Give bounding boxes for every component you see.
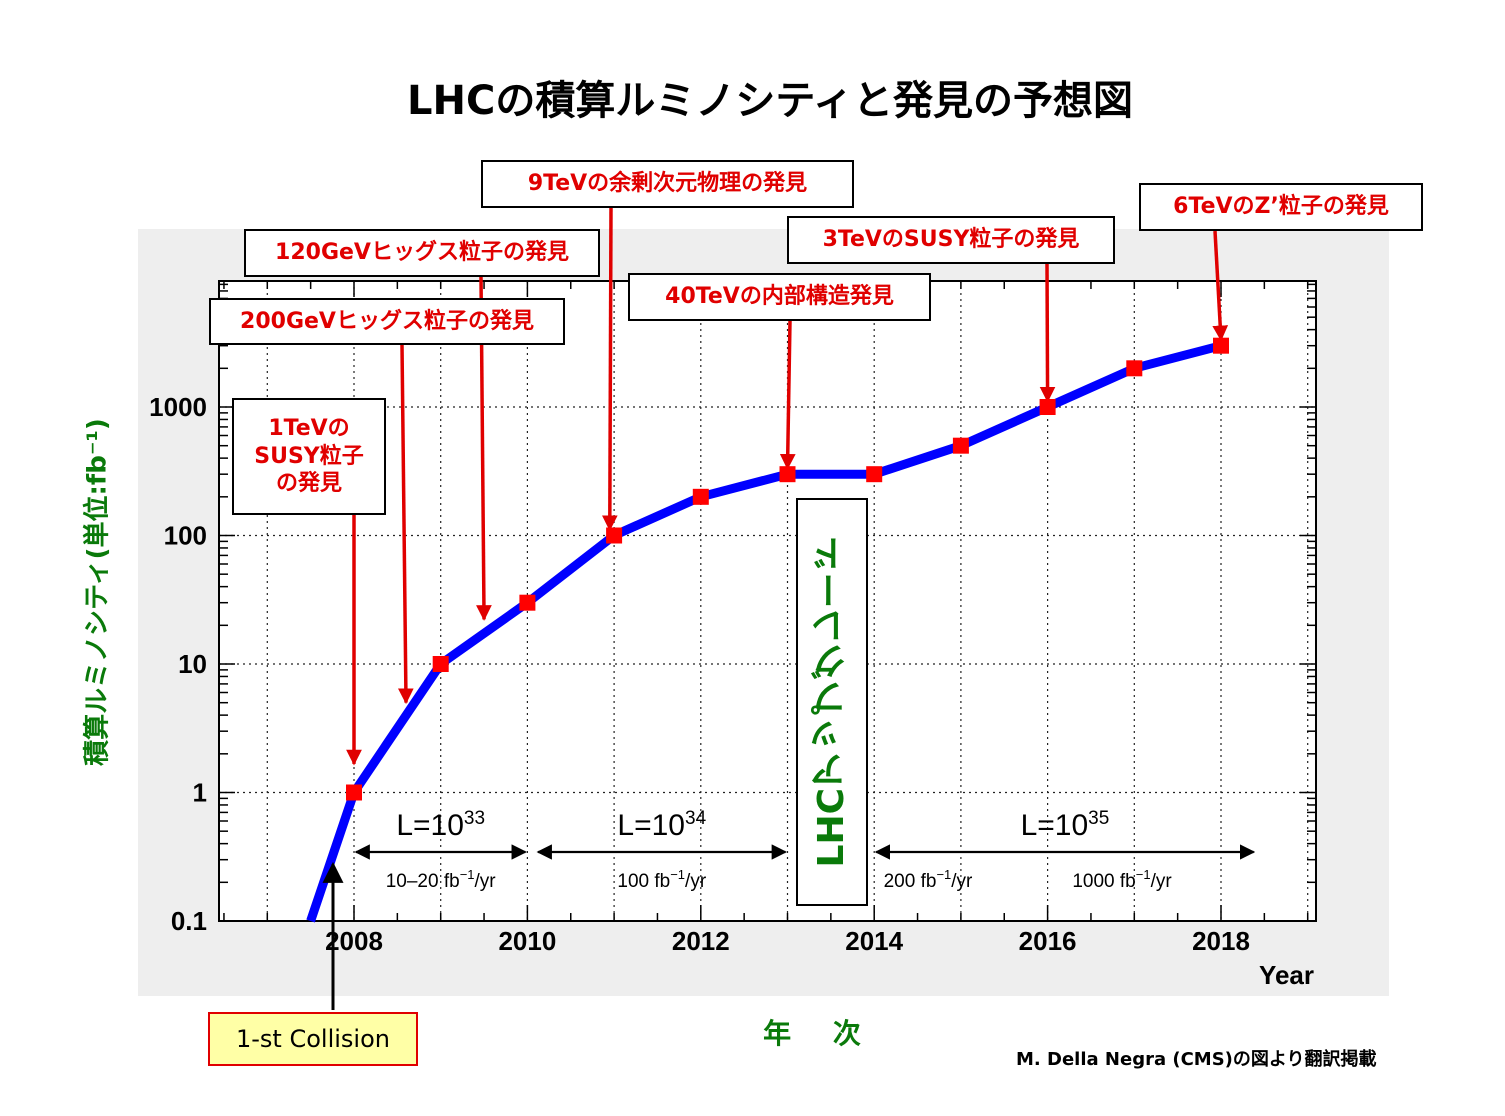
period-luminosity-label: L=1033 <box>396 808 485 842</box>
x-axis-title: 年 次 <box>763 1017 877 1050</box>
data-point <box>1039 399 1056 415</box>
x-tick-label: 2012 <box>672 926 730 956</box>
period-rate-label: 100 fb−1/yr <box>617 867 706 892</box>
annotation-1tev-susy: 1TeVの SUSY粒子 の発見 <box>232 398 386 515</box>
period-luminosity-label: L=1034 <box>617 808 706 842</box>
annotation-200gev-higgs: 200GeVヒッグス粒子の発見 <box>209 298 565 345</box>
y-tick-label: 1000 <box>149 392 207 422</box>
data-point <box>952 437 969 454</box>
annotation-120gev-higgs: 120GeVヒッグス粒子の発見 <box>244 229 600 277</box>
y-tick-label: 0.1 <box>171 906 207 936</box>
period-rate-label: 200 fb−1/yr <box>884 867 973 892</box>
page-title: LHCの積算ルミノシティと発見の予想図 <box>407 78 1133 124</box>
x-tick-label: 2008 <box>325 926 383 956</box>
annotation-9tev-extra-dimension: 9TeVの余剰次元物理の発見 <box>481 160 854 208</box>
annotation-arrow <box>779 320 796 470</box>
data-point <box>432 656 449 672</box>
data-point <box>1213 337 1229 354</box>
y-axis-title-text: 積算ルミノシティ(単位:fb⁻¹) <box>82 418 113 766</box>
x-tick-label: 2010 <box>498 926 556 956</box>
credit-text: M. Della Negra (CMS)の図より翻訳掲載 <box>1016 1049 1377 1070</box>
data-point <box>606 527 623 544</box>
annotation-arrow <box>1039 263 1056 403</box>
period-rate-label-2: 1000 fb−1/yr <box>1072 867 1172 892</box>
x-axis-name: Year <box>1259 960 1314 990</box>
annotation-40tev-substructure: 40TeVの内部構造発見 <box>628 273 931 321</box>
luminosity-curve <box>306 341 1223 923</box>
x-tick-label: 2014 <box>845 926 903 956</box>
first-collision-box: 1-st Collision <box>208 1012 418 1066</box>
data-point <box>1126 360 1143 377</box>
annotation-6tev-zprime: 6TeVのZ’粒子の発見 <box>1139 183 1423 231</box>
data-point <box>519 594 536 611</box>
lhc-upgrade-box: LHCアップグレード <box>796 498 868 906</box>
annotation-arrow <box>601 207 618 532</box>
annotation-arrow <box>1212 230 1229 342</box>
data-point <box>779 466 796 483</box>
period-luminosity-label: L=1035 <box>1021 808 1110 842</box>
y-tick-label: 10 <box>178 649 207 679</box>
x-tick-label: 2018 <box>1192 926 1250 956</box>
lhc-upgrade-label: LHCアップグレード <box>811 536 852 868</box>
data-point <box>866 466 883 483</box>
first-collision-label: 1-st Collision <box>236 1025 390 1053</box>
plot-area <box>218 280 1317 922</box>
data-point <box>346 784 362 801</box>
data-point <box>692 488 709 505</box>
period-rate-label: 10–20 fb−1/yr <box>386 867 497 892</box>
y-tick-label: 100 <box>164 521 207 551</box>
x-tick-label: 2016 <box>1019 926 1077 956</box>
y-tick-label: 1 <box>193 778 207 808</box>
annotation-3tev-susy: 3TeVのSUSY粒子の発見 <box>787 216 1115 264</box>
annotation-arrow <box>397 344 414 705</box>
